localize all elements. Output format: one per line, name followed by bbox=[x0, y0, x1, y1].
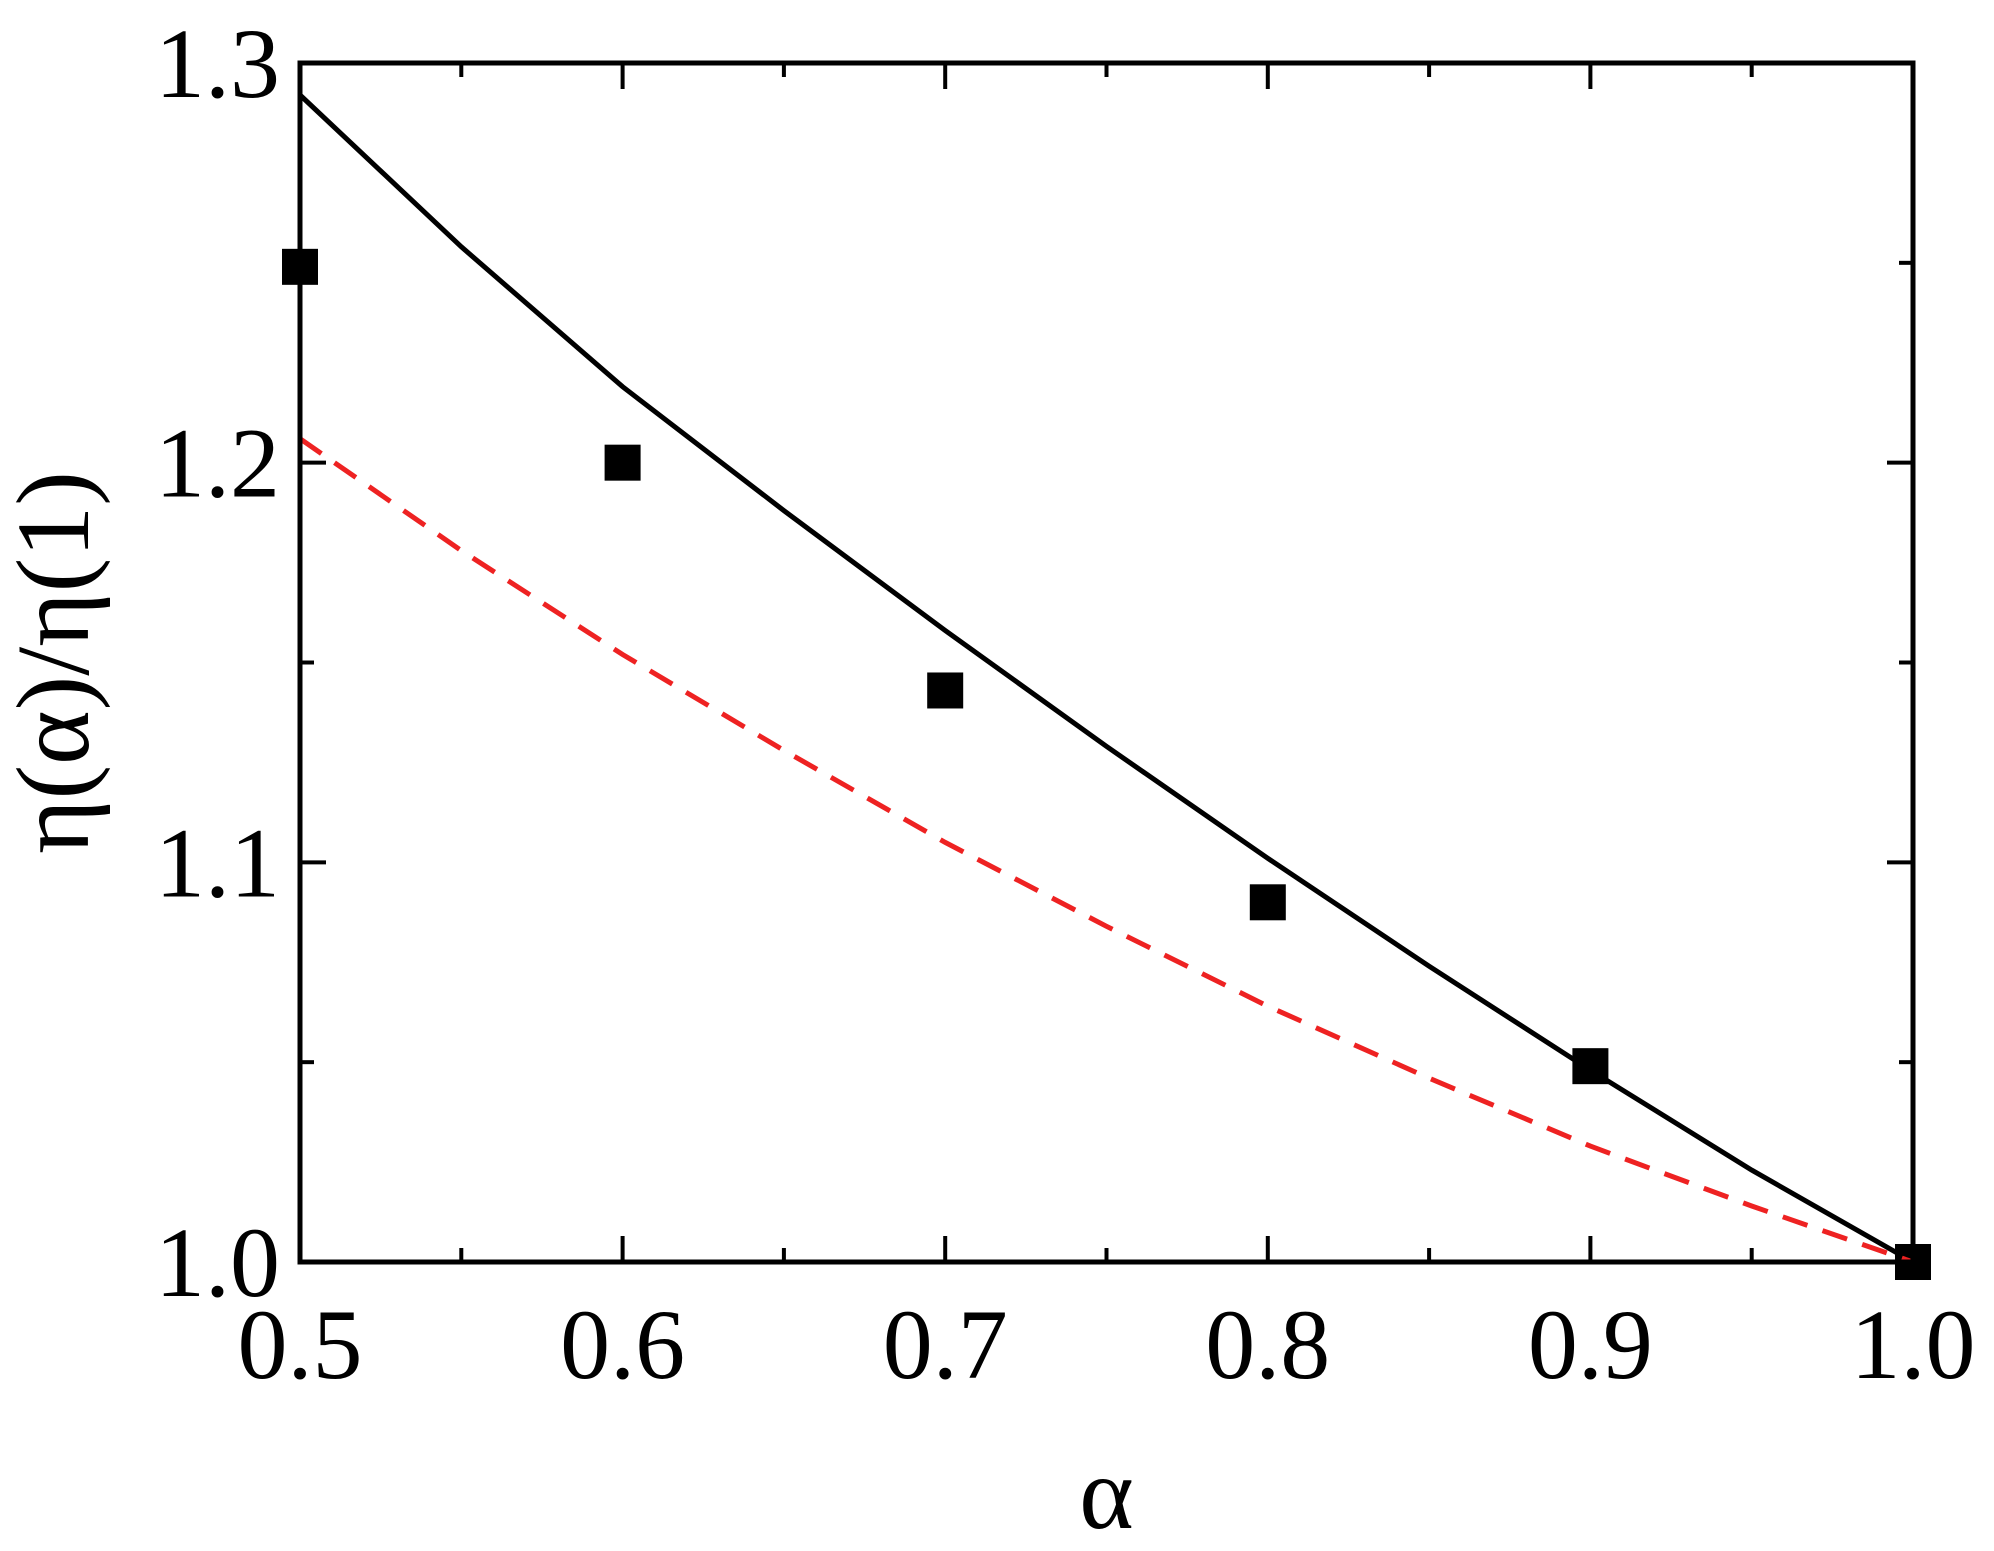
x-tick-label: 0.5 bbox=[238, 1289, 363, 1400]
labels-layer: 0.5 0.6 0.7 0.8 0.9 1.0 1.0 1.1 1.2 1.3 bbox=[155, 8, 1976, 1400]
data-point bbox=[1249, 884, 1286, 921]
x-tick-label: 0.9 bbox=[1528, 1289, 1653, 1400]
x-tick-label: 0.6 bbox=[560, 1289, 685, 1400]
series-layer bbox=[282, 93, 1931, 1280]
x-axis-title: α bbox=[1079, 1436, 1134, 1551]
y-tick-label: 1.2 bbox=[155, 408, 280, 519]
y-tick-label: 1.3 bbox=[155, 8, 280, 119]
dashed-curve bbox=[298, 436, 1914, 1265]
plot-frame bbox=[297, 60, 1916, 1265]
x-tick-label: 0.8 bbox=[1205, 1289, 1330, 1400]
x-tick-label: 0.7 bbox=[883, 1289, 1008, 1400]
data-point bbox=[604, 444, 641, 481]
y-tick-label: 1.1 bbox=[155, 807, 280, 918]
x-tick-label: 1.0 bbox=[1851, 1289, 1976, 1400]
y-axis-title: η(α)/η(1) bbox=[0, 471, 111, 854]
data-point bbox=[927, 672, 964, 709]
y-tick-label: 1.0 bbox=[155, 1207, 280, 1318]
solid-curve bbox=[298, 93, 1915, 1265]
ticks-layer bbox=[298, 61, 1915, 1264]
